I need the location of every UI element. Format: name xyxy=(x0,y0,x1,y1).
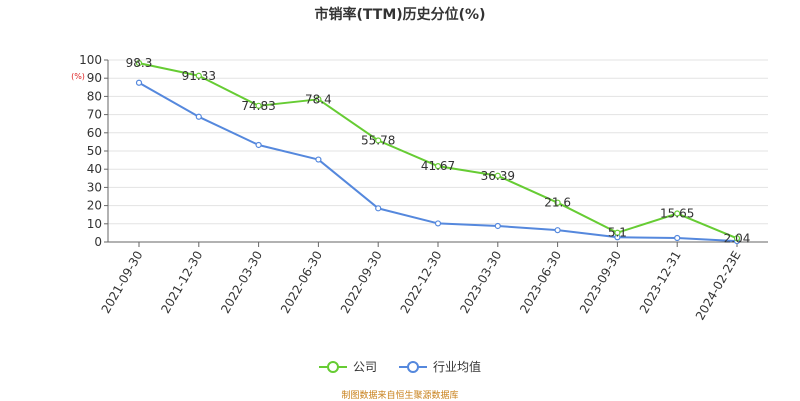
data-label: 36.39 xyxy=(481,169,515,183)
x-tick-label: 2021-09-30 xyxy=(99,249,146,316)
chart-legend: 公司 行业均值 xyxy=(0,358,800,375)
x-tick-label: 2022-12-30 xyxy=(398,249,445,316)
legend-label-company: 公司 xyxy=(352,360,377,374)
legend-label-industry-average: 行业均值 xyxy=(433,360,482,374)
x-tick-label: 2023-09-30 xyxy=(577,249,624,316)
y-tick-label: 100 xyxy=(79,53,102,67)
chart-title: 市销率(TTM)历史分位(%) xyxy=(314,7,486,23)
y-tick-label: 10 xyxy=(87,217,102,231)
x-tick-label: 2022-03-30 xyxy=(218,249,265,316)
data-point-company xyxy=(494,172,501,179)
data-point-company xyxy=(315,96,322,103)
data-point-industry-average xyxy=(554,227,561,234)
y-tick-label: 50 xyxy=(87,144,102,158)
x-tick-label: 2022-06-30 xyxy=(278,249,325,316)
source-note: 制图数据来自恒生聚源数据库 xyxy=(341,391,459,401)
y-tick-label: 60 xyxy=(87,126,102,140)
data-point-industry-average xyxy=(375,205,382,212)
data-label: 91.33 xyxy=(182,69,216,83)
legend-line-circle-icon xyxy=(318,360,347,373)
y-tick-label: 90 xyxy=(87,71,102,85)
data-label: 74.83 xyxy=(241,99,275,113)
y-tick-label: 40 xyxy=(87,162,102,176)
x-tick-label: 2023-12-31 xyxy=(637,249,684,316)
data-point-company xyxy=(674,210,681,217)
data-label: 55.78 xyxy=(361,133,395,147)
legend-line-circle-icon xyxy=(399,360,427,373)
data-label: 15.65 xyxy=(660,207,694,221)
x-tick-label: 2023-06-30 xyxy=(517,249,564,316)
y-tick-label: 30 xyxy=(87,180,102,194)
data-point-industry-average xyxy=(315,156,322,163)
data-label: 21.6 xyxy=(544,196,571,210)
data-point-industry-average xyxy=(494,222,501,230)
data-point-company xyxy=(733,235,741,242)
data-point-industry-average xyxy=(135,79,143,86)
data-point-company xyxy=(554,199,561,206)
data-point-company xyxy=(255,102,262,109)
x-tick-label: 2023-03-30 xyxy=(457,249,504,316)
y-tick-label: 80 xyxy=(87,89,102,103)
data-point-company xyxy=(375,137,382,144)
data-label: 41.67 xyxy=(421,159,455,173)
data-label: 98.3 xyxy=(126,56,153,70)
y-tick-label: 20 xyxy=(87,199,102,213)
legend-item-industry-average[interactable]: 行业均值 xyxy=(399,358,481,375)
data-label: 2.04 xyxy=(724,231,751,245)
x-tick-label: 2022-09-30 xyxy=(338,249,385,316)
y-axis-unit-label: (%) xyxy=(71,72,85,81)
data-point-company xyxy=(614,229,621,236)
data-point-industry-average xyxy=(674,234,681,242)
y-tick-label: 70 xyxy=(87,108,102,122)
x-tick-label: 2021-12-30 xyxy=(158,248,205,315)
x-tick-label: 2024-02-23E xyxy=(693,249,744,323)
legend-item-company[interactable]: 公司 xyxy=(318,358,377,375)
data-label: 5.1 xyxy=(608,226,627,240)
data-label: 78.4 xyxy=(305,92,332,106)
data-point-industry-average xyxy=(434,220,442,227)
data-point-company xyxy=(135,59,143,67)
data-point-industry-average xyxy=(195,113,202,120)
y-tick-label: 0 xyxy=(94,235,102,249)
data-point-company xyxy=(434,163,442,170)
data-point-company xyxy=(195,72,202,79)
data-point-industry-average xyxy=(255,141,262,149)
